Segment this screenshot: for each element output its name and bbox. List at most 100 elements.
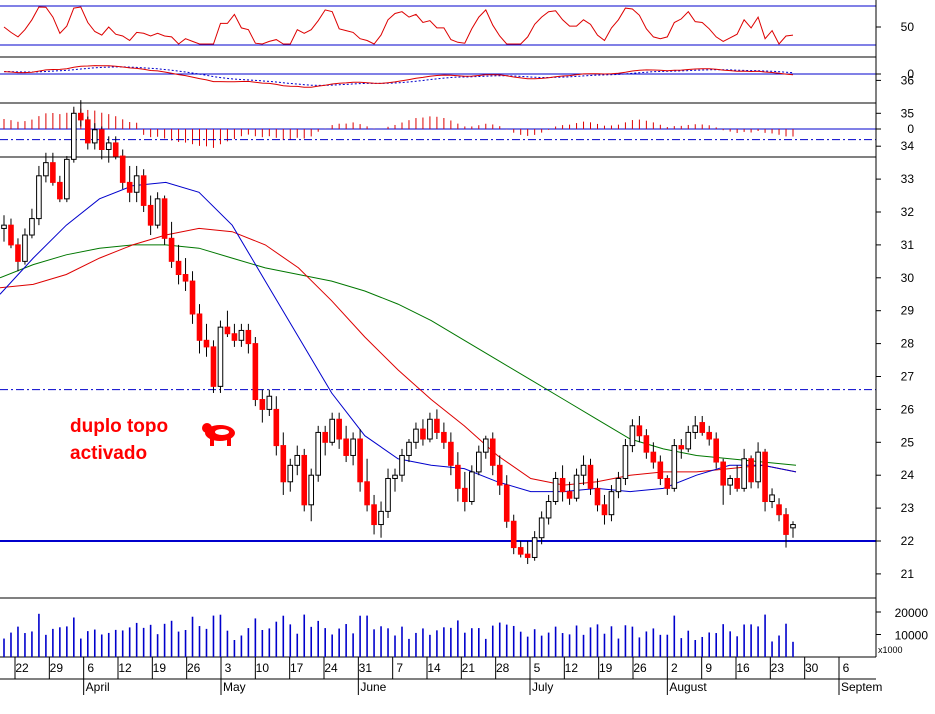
candle-body <box>273 408 280 447</box>
annotation-line-2: activado <box>70 443 147 464</box>
annotation-line-1: duplo topo <box>70 416 168 437</box>
x-tick-label: 29 <box>50 661 64 675</box>
candle-body <box>720 461 726 486</box>
candle-body <box>496 464 503 486</box>
candle-body <box>182 274 189 282</box>
candle-body <box>280 445 287 483</box>
candle-body <box>594 487 601 506</box>
candle-body <box>552 477 559 503</box>
x-tick-label: 30 <box>805 661 819 675</box>
candle-body <box>343 438 349 456</box>
volume-unit-label: x1000 <box>878 645 903 655</box>
candle-body <box>1 224 7 229</box>
month-label: Septem <box>841 680 882 694</box>
candle-body <box>294 454 301 466</box>
price-tick-label: 21 <box>901 567 915 581</box>
x-tick-label: 23 <box>771 661 785 675</box>
candle-body <box>189 280 196 315</box>
candle-body <box>168 237 175 262</box>
moving-average-mid <box>0 227 797 486</box>
candle-body <box>580 464 587 476</box>
price-tick-label: 32 <box>901 205 915 219</box>
candle-body <box>98 129 105 150</box>
candle-body <box>322 431 328 443</box>
x-tick-label: 3 <box>225 661 232 675</box>
candle-body <box>196 313 203 341</box>
candle-body <box>36 175 42 220</box>
price-panel: 36 35 34 33 32 31 30 29 28 27 26 25 24 23 22 21 <box>0 73 915 599</box>
volume-panel: 20000 10000 x1000 <box>0 606 929 658</box>
candle-body <box>140 175 147 206</box>
candle-body <box>608 491 615 516</box>
candle-body <box>392 474 398 479</box>
month-label: June <box>360 680 386 694</box>
month-label: July <box>532 680 553 694</box>
price-tick-label: 31 <box>901 238 915 252</box>
annotation: duplo topo activado <box>70 416 235 464</box>
candle-body <box>385 477 391 512</box>
x-tick-label: 26 <box>187 661 201 675</box>
price-tick-label: 27 <box>901 370 915 384</box>
candle-body <box>203 339 210 348</box>
price-tick-label: 34 <box>901 139 915 153</box>
candle-body <box>329 418 335 443</box>
candle-body <box>8 224 14 246</box>
macd-panel: 0 <box>0 65 914 104</box>
candle-body <box>755 451 761 483</box>
price-tick-label: 22 <box>901 534 915 548</box>
histogram-panel: 0 <box>0 108 914 158</box>
candle-body <box>78 112 84 121</box>
candle-body <box>252 343 259 401</box>
candle-body <box>448 441 454 466</box>
candle-body <box>15 244 21 262</box>
candle-body <box>643 435 650 453</box>
candle-body <box>350 438 356 456</box>
candle-body <box>685 431 692 450</box>
candle-body <box>29 218 35 236</box>
candle-body <box>378 510 384 526</box>
volume-tick-label: 20000 <box>895 606 929 620</box>
candle-body <box>455 464 461 489</box>
candle-body <box>748 458 754 483</box>
x-tick-label: 26 <box>633 661 647 675</box>
x-tick-label: 16 <box>736 661 750 675</box>
candle-body <box>783 514 789 535</box>
candle-body <box>50 162 56 183</box>
candle-body <box>147 204 154 226</box>
candle-body <box>427 418 433 440</box>
x-tick-label: 5 <box>534 661 541 675</box>
candle-body <box>678 445 685 450</box>
x-tick-label: 6 <box>843 661 850 675</box>
candle-body <box>224 326 231 335</box>
x-tick-label: 7 <box>396 661 403 675</box>
x-axis: 22 29 6 12 19 26 3 10 17 24 31 7 14 21 28 5 12 19 26 2 9 16 23… <box>0 0 882 695</box>
month-label: April <box>86 680 110 694</box>
candle-body <box>629 425 636 447</box>
x-tick-label: 24 <box>324 661 338 675</box>
price-tick-label: 26 <box>901 402 915 416</box>
candle-body <box>462 487 468 503</box>
candle-body <box>287 464 294 483</box>
candle-body <box>22 234 28 262</box>
candle-body <box>105 142 112 150</box>
x-tick-label: 22 <box>15 661 29 675</box>
price-tick-label: 29 <box>901 304 915 318</box>
candle-body <box>650 451 657 463</box>
candle-body <box>699 422 706 433</box>
candle-body <box>119 155 126 183</box>
candle-body <box>587 464 594 489</box>
candle-body <box>671 445 678 489</box>
candle-body <box>510 520 517 549</box>
candle-body <box>43 162 49 177</box>
candle-body <box>469 471 475 503</box>
x-tick-label: 28 <box>496 661 510 675</box>
candle-body <box>706 431 713 440</box>
price-tick-label: 30 <box>901 271 915 285</box>
candle-body <box>776 504 782 516</box>
macd-line <box>3 65 794 88</box>
volume-tick-label: 10000 <box>895 629 929 643</box>
candle-body <box>622 445 629 479</box>
candle-body <box>517 547 524 555</box>
candle-body <box>91 129 98 144</box>
